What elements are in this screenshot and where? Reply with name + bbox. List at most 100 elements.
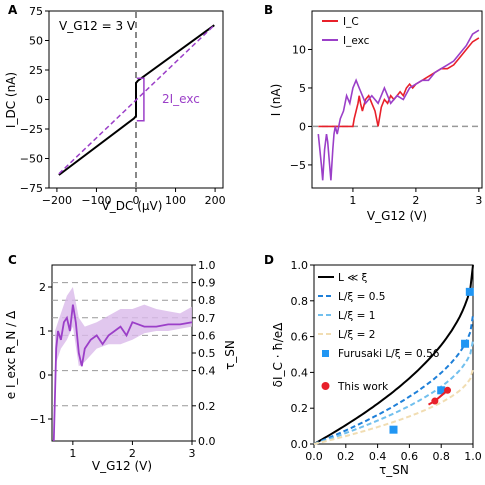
panel-a-marks — [58, 11, 215, 188]
panel-b-frame — [311, 10, 483, 189]
panel-d-furusaki-point — [389, 425, 398, 434]
y-tick-label: 0.0 — [291, 438, 309, 451]
panel-d-xlabel: τ_SN — [379, 463, 409, 477]
panel-c: 1 2 3 −1 0 1 2 0.0 0.2 0.4 0.5 0.6 0.7 0.8 0.9 1.0 V_G… — [4, 259, 237, 473]
panel-c-error-band — [55, 287, 192, 367]
panel-d-ticks: 0.0 0.2 0.4 0.6 0.8 1.0 0.0 0.2 0.4 0.6 0.8 1.0 — [291, 259, 482, 463]
x-tick-label: 200 — [205, 194, 226, 207]
right-tick-label: 0.6 — [198, 329, 216, 342]
y-tick-label: 0 — [39, 369, 46, 382]
legend-label-iexc: I_exc — [343, 35, 370, 47]
panel-d-curve-2 — [313, 368, 474, 445]
panel-d-this-work-line — [428, 389, 449, 406]
panel-c-main-line — [52, 304, 193, 442]
y-tick-label: −5 — [290, 159, 306, 172]
panel-a-xlabel: V_DC (μV) — [102, 199, 163, 213]
panel-d-frame — [313, 264, 474, 445]
legend-label-lllxi: L ≪ ξ — [338, 272, 368, 284]
panel-c-ylabel: e I_exc R_N / Δ — [4, 310, 18, 399]
panel-d-furusaki-point — [437, 386, 446, 395]
x-tick-label: 3 — [475, 194, 482, 207]
legend-swatch-this-work — [321, 382, 330, 390]
legend-swatch-furusaki — [322, 350, 329, 357]
y-tick-label: 25 — [29, 64, 43, 77]
x-tick-label: −100 — [81, 194, 111, 207]
panel-d: 0.0 0.2 0.4 0.6 0.8 1.0 0.0 0.2 0.4 0.6 0.8 1.0 L ≪… — [271, 259, 482, 477]
panel-c-xlabel: V_G12 (V) — [92, 459, 152, 473]
x-tick-label: 0.2 — [337, 450, 355, 463]
panel-d-ylabel: δI_C · ħ/eΔ — [271, 322, 285, 387]
y-tick-label: −75 — [20, 182, 43, 195]
x-tick-label: 0.8 — [432, 450, 450, 463]
panel-b-series-iexc — [317, 29, 480, 181]
y-tick-label: 1.0 — [291, 259, 309, 272]
right-tick-label: 0.5 — [198, 347, 216, 360]
x-tick-label: 0.4 — [369, 450, 387, 463]
panel-b: 1 2 3 −5 0 5 10 I_C I_exc V_G12 (V) I (nA) — [269, 10, 483, 223]
panel-b-xlabel: V_G12 (V) — [367, 209, 427, 223]
y-tick-label: 10 — [292, 43, 306, 56]
panel-c-marks: 0.0 0.2 0.4 0.5 0.6 0.7 0.8 0.9 1.0 — [52, 259, 216, 448]
x-tick-label: −200 — [42, 194, 72, 207]
x-tick-label: 1 — [69, 447, 76, 460]
x-tick-label: 2 — [412, 194, 419, 207]
legend-label-1: L/ξ = 1 — [338, 310, 375, 322]
panel-b-ylabel: I (nA) — [269, 84, 283, 117]
y-tick-label: 2 — [39, 281, 46, 294]
panel-a-ticks: −200 −100 0 100 200 −75 −50 −25 0 25 50 75 — [20, 5, 226, 207]
x-tick-label: 0 — [133, 194, 140, 207]
legend-label-05: L/ξ = 0.5 — [338, 291, 385, 303]
panel-label-b: B — [264, 3, 273, 17]
panel-a: −200 −100 0 100 200 −75 −50 −25 0 25 50 75 V_G12 = … — [4, 5, 226, 213]
panel-label-c: C — [8, 253, 17, 267]
y-tick-label: 0.4 — [291, 366, 309, 379]
y-tick-label: 0.8 — [291, 295, 309, 308]
panel-d-curve-short — [313, 264, 474, 445]
x-tick-label: 1.0 — [464, 450, 482, 463]
legend-label-2: L/ξ = 2 — [338, 329, 375, 341]
x-tick-label: 3 — [189, 447, 196, 460]
right-tick-label: 0.9 — [198, 277, 216, 290]
panel-a-gap-label: 2I_exc — [162, 92, 200, 106]
x-tick-label: 100 — [165, 194, 186, 207]
y-tick-label: 0 — [36, 94, 43, 107]
right-tick-label: 0.7 — [198, 312, 216, 325]
y-tick-label: 50 — [29, 35, 43, 48]
y-tick-label: 1 — [39, 325, 46, 338]
panel-d-curve-05 — [313, 314, 474, 445]
panel-d-furusaki-point — [465, 287, 474, 296]
x-tick-label: 2 — [129, 447, 136, 460]
right-tick-label: 0.4 — [198, 365, 216, 378]
y-tick-label: −1 — [30, 413, 46, 426]
panel-c-right-ylabel: τ_SN — [223, 340, 237, 370]
y-tick-label: 0 — [299, 120, 306, 133]
x-tick-label: 0.0 — [305, 450, 323, 463]
right-tick-label: 1.0 — [198, 259, 216, 272]
y-tick-label: 75 — [29, 5, 43, 18]
x-tick-label: 1 — [349, 194, 356, 207]
right-tick-label: 0.0 — [198, 435, 216, 448]
panel-d-curve-1 — [313, 340, 474, 445]
panel-b-ticks: 1 2 3 −5 0 5 10 — [290, 43, 483, 207]
panel-d-this-work-point — [431, 397, 439, 405]
y-tick-label: 0.2 — [291, 402, 309, 415]
legend-label-furusaki: Furusaki L/ξ = 0.56 — [338, 348, 440, 360]
y-tick-label: 0.6 — [291, 331, 309, 344]
right-tick-label: 0.8 — [198, 294, 216, 307]
panel-a-gap-bracket — [136, 77, 145, 122]
panel-b-marks — [312, 29, 482, 181]
y-tick-label: −50 — [20, 153, 43, 166]
panel-a-annotation: V_G12 = 3 V — [59, 19, 136, 33]
y-tick-label: 5 — [299, 82, 306, 95]
right-tick-label: 0.2 — [198, 400, 216, 413]
panel-d-marks — [313, 264, 474, 445]
legend-label-ic: I_C — [343, 16, 359, 28]
panel-label-d: D — [264, 253, 274, 267]
legend-label-this-work: This work — [337, 381, 389, 393]
panel-d-furusaki-point — [461, 339, 470, 348]
x-tick-label: 0.6 — [401, 450, 419, 463]
panel-label-a: A — [8, 3, 18, 17]
panel-c-ticks: 1 2 3 −1 0 1 2 — [30, 281, 196, 460]
panel-d-this-work-point — [444, 386, 452, 394]
